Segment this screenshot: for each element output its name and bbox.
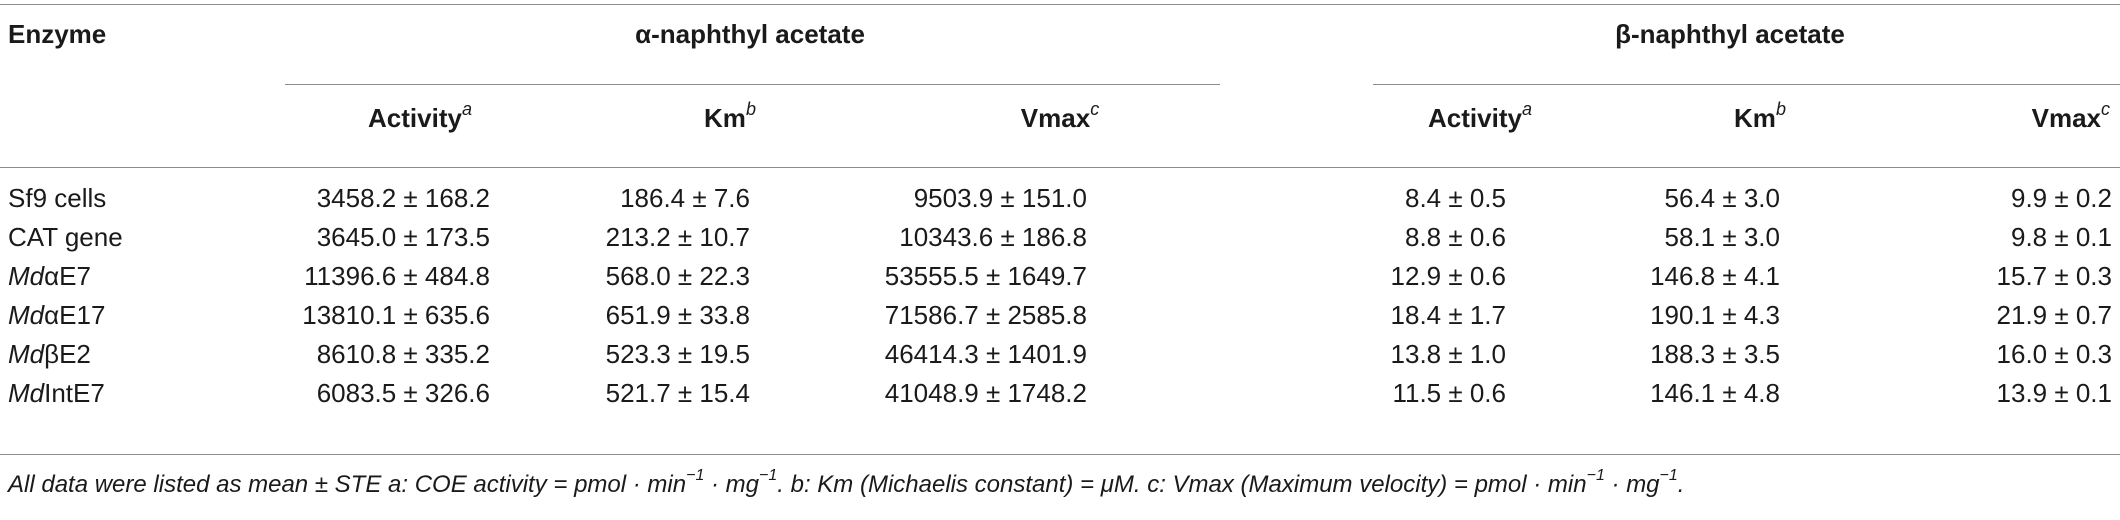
row-enzyme-name: MdαE7 <box>8 260 91 292</box>
subheader-label: Vmax <box>2031 103 2101 133</box>
table-cell: 13.9 ± 0.1 <box>1996 378 2112 408</box>
table-cell: 11396.6 ± 484.8 <box>304 261 490 291</box>
table-cell: 15.7 ± 0.3 <box>1996 261 2112 291</box>
table-cell: 11.5 ± 0.6 <box>1392 378 1506 408</box>
subheader-sup: b <box>1775 99 1786 120</box>
row-enzyme-name: CAT gene <box>8 221 123 253</box>
table-cell: 13810.1 ± 635.6 <box>302 300 490 330</box>
footnote-sup: −1 <box>1659 467 1678 484</box>
table-cell: 190.1 ± 4.3 <box>1650 300 1780 330</box>
table-cell: 146.8 ± 4.1 <box>1650 261 1780 291</box>
table-cell: 651.9 ± 33.8 <box>605 300 750 330</box>
table-cell: 41048.9 ± 1748.2 <box>884 378 1087 408</box>
table-cell: 3645.0 ± 173.5 <box>316 222 490 252</box>
subheader-activity-alpha: Activitya <box>290 99 550 134</box>
table-cell: 8.8 ± 0.6 <box>1404 222 1506 252</box>
enzyme-prefix: Md <box>8 378 45 408</box>
table-cell: 521.7 ± 15.4 <box>605 378 750 408</box>
subheader-sup: a <box>1521 99 1532 120</box>
table-cell: 58.1 ± 3.0 <box>1664 222 1780 252</box>
table-cell: 13.8 ± 1.0 <box>1390 339 1506 369</box>
table-cell: 16.0 ± 0.3 <box>1996 339 2112 369</box>
table-cell: 21.9 ± 0.7 <box>1996 300 2112 330</box>
table-cell: 9.8 ± 0.1 <box>2010 222 2112 252</box>
subheader-label: Activity <box>1428 103 1522 133</box>
subheader-sup: c <box>2101 99 2110 120</box>
subheader-label: Activity <box>368 103 462 133</box>
table-cell: 568.0 ± 22.3 <box>605 261 750 291</box>
row-enzyme-name: MdIntE7 <box>8 377 105 409</box>
top-rule <box>0 4 2120 5</box>
enzyme-prefix: Md <box>8 339 45 369</box>
enzyme-label: αE7 <box>44 261 91 291</box>
header-enzyme: Enzyme <box>8 19 107 49</box>
row-enzyme-name: MdαE17 <box>8 299 105 331</box>
subheader-activity-beta: Activitya <box>1370 99 1590 134</box>
bottom-rule <box>0 454 2120 455</box>
subheader-sup: a <box>461 99 472 120</box>
subheader-label: Km <box>1734 103 1776 133</box>
footnote-part: . <box>1677 471 1685 498</box>
table-cell: 523.3 ± 19.5 <box>605 339 750 369</box>
subheader-km-alpha: Kmb <box>600 99 860 134</box>
table-cell: 213.2 ± 10.7 <box>605 222 750 252</box>
table-cell: 10343.6 ± 186.8 <box>899 222 1087 252</box>
row-enzyme-name: MdβE2 <box>8 338 91 370</box>
table-cell: 3458.2 ± 168.2 <box>316 183 490 213</box>
group-beta-rule <box>1373 84 2120 85</box>
subheader-sup: c <box>1090 99 1100 120</box>
enzyme-label: CAT gene <box>8 222 123 252</box>
table-cell: 9503.9 ± 151.0 <box>913 183 1087 213</box>
enzyme-label: αE17 <box>44 300 106 330</box>
subheader-vmax-beta: Vmaxc <box>1900 99 2110 134</box>
table-cell: 188.3 ± 3.5 <box>1650 339 1780 369</box>
footnote-part: All data were listed as mean ± STE a: CO… <box>8 471 687 498</box>
header-group-alpha: α-naphthyl acetate <box>635 19 865 49</box>
footnote-part: . b: Km (Michaelis constant) = μM. c: Vm… <box>777 471 1587 498</box>
table-cell: 18.4 ± 1.7 <box>1390 300 1506 330</box>
header-group-beta: β-naphthyl acetate <box>1615 19 1845 49</box>
subheader-label: Vmax <box>1020 103 1091 133</box>
footnote-part: · mg <box>1604 471 1660 498</box>
subheader-vmax-alpha: Vmaxc <box>930 99 1190 134</box>
enzyme-label: IntE7 <box>44 378 105 408</box>
table-cell: 71586.7 ± 2585.8 <box>884 300 1087 330</box>
row-enzyme-name: Sf9 cells <box>8 182 106 214</box>
table-cell: 186.4 ± 7.6 <box>620 183 750 213</box>
footnote-part: · mg <box>704 471 760 498</box>
subheader-km-beta: Kmb <box>1650 99 1870 134</box>
table-cell: 8.4 ± 0.5 <box>1404 183 1506 213</box>
table-cell: 8610.8 ± 335.2 <box>316 339 490 369</box>
subheader-label: Km <box>704 103 746 133</box>
table-cell: 146.1 ± 4.8 <box>1650 378 1780 408</box>
footnote-sup: −1 <box>686 467 705 484</box>
group-alpha-rule <box>285 84 1220 85</box>
enzyme-label: Sf9 cells <box>8 183 107 213</box>
table-cell: 12.9 ± 0.6 <box>1390 261 1506 291</box>
enzyme-prefix: Md <box>8 261 45 291</box>
table-cell: 56.4 ± 3.0 <box>1664 183 1780 213</box>
table-cell: 6083.5 ± 326.6 <box>316 378 490 408</box>
enzyme-label: βE2 <box>44 339 91 369</box>
table-cell: 53555.5 ± 1649.7 <box>884 261 1087 291</box>
footnote-sup: −1 <box>759 467 778 484</box>
subheader-sup: b <box>745 99 756 120</box>
enzyme-prefix: Md <box>8 300 45 330</box>
table-cell: 46414.3 ± 1401.9 <box>884 339 1087 369</box>
header-rule <box>0 167 2120 168</box>
footnote-sup: −1 <box>1586 467 1605 484</box>
table-cell: 9.9 ± 0.2 <box>2010 183 2112 213</box>
table-footnote: All data were listed as mean ± STE a: CO… <box>8 467 1685 501</box>
